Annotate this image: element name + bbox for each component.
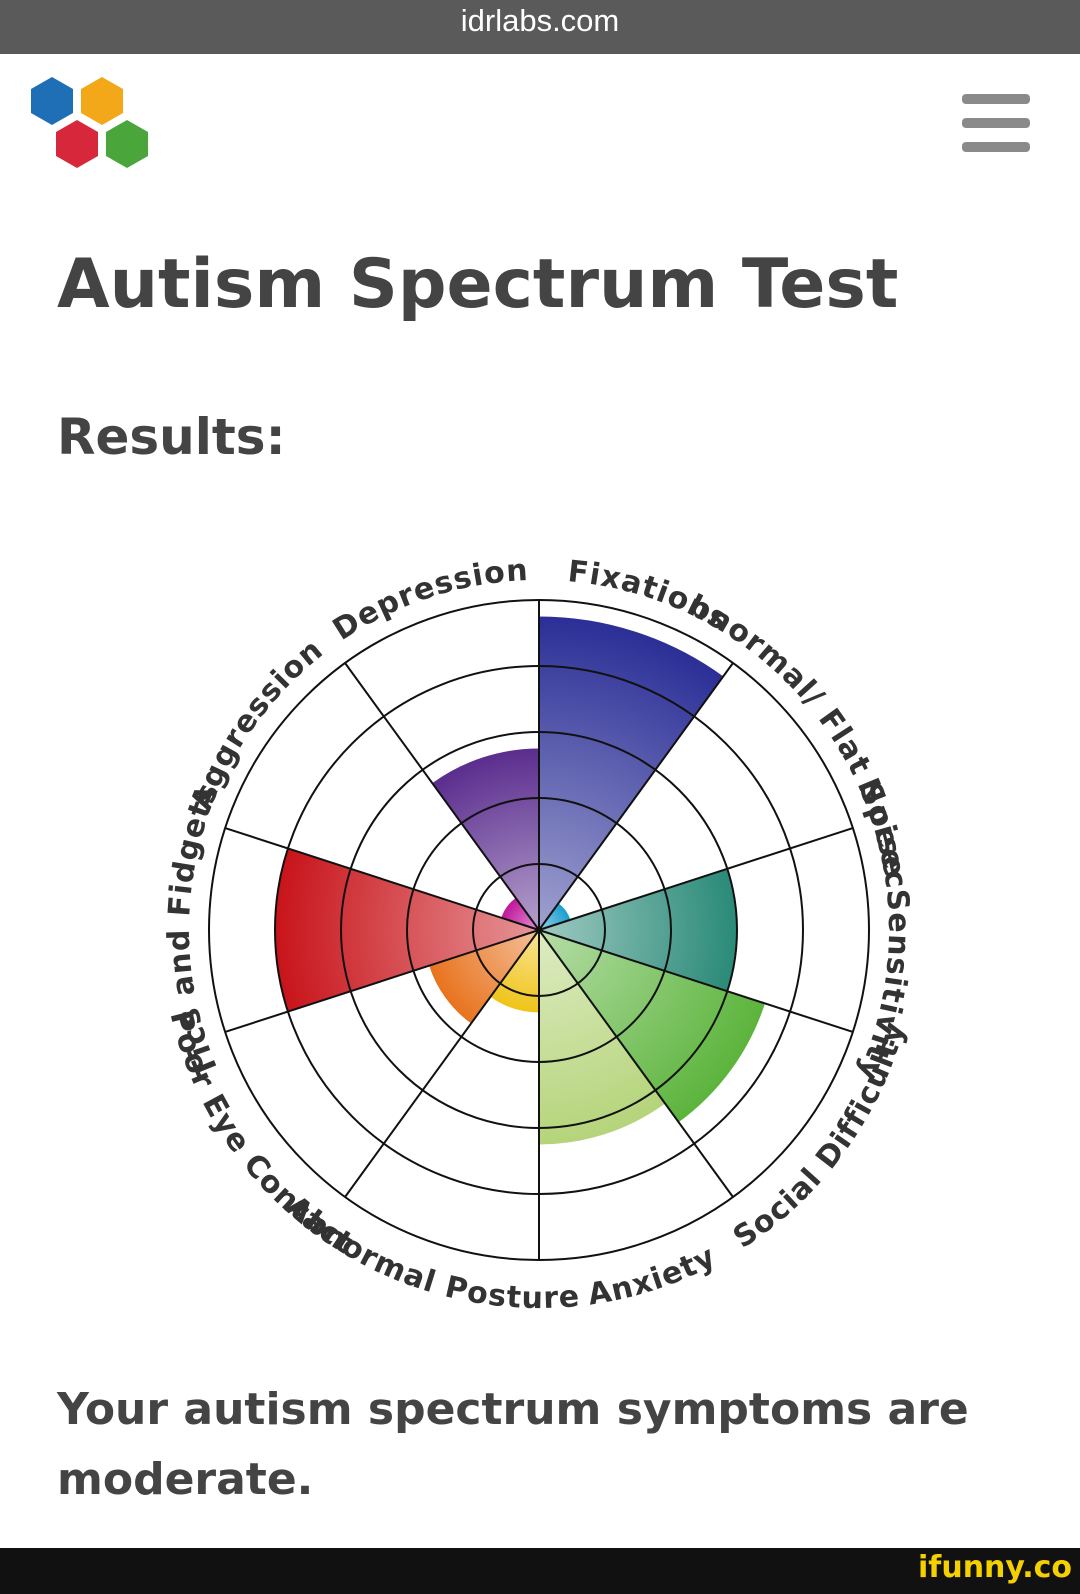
category-label: Depression	[327, 553, 530, 648]
watermark-bar: ifunny.co	[0, 1548, 1080, 1594]
category-label-path: Anxiety	[585, 1239, 720, 1313]
result-text: Your autism spectrum symptoms are modera…	[57, 1384, 969, 1505]
category-label: Social Difficulty	[727, 1017, 913, 1255]
sector	[432, 748, 539, 930]
category-label: Anxiety	[585, 1239, 721, 1313]
category-label-path: Aggression	[184, 632, 329, 815]
logo-hex	[56, 120, 98, 168]
spoke	[224, 827, 540, 931]
menu-bar	[962, 118, 1030, 128]
sector	[539, 616, 724, 930]
watermark: ifunny.co	[918, 1550, 1072, 1585]
logo[interactable]	[25, 72, 160, 177]
category-label-path: Depression	[327, 553, 529, 648]
sector	[490, 930, 539, 1013]
page-title: Autism Spectrum Test	[57, 245, 899, 324]
spoke	[344, 929, 540, 1198]
menu-button[interactable]	[962, 94, 1030, 152]
category-label-path: Abnormal/ Flat Speech	[0, 500, 913, 891]
spoke	[224, 929, 540, 1033]
logo-hex	[81, 77, 123, 125]
category-label: Aggression	[184, 632, 330, 815]
spoke	[344, 662, 540, 931]
menu-bar	[962, 142, 1030, 152]
results-heading: Results:	[57, 408, 286, 466]
spoke	[538, 929, 854, 1033]
spoke	[538, 827, 854, 931]
sector	[539, 868, 738, 992]
category-label-path: Social Difficulty	[727, 1017, 912, 1255]
spoke	[538, 662, 734, 931]
spoke	[538, 929, 734, 1198]
chart: FixationsAbnormal/ Flat SpeechNoise Sens…	[0, 500, 915, 1316]
menu-bar	[962, 94, 1030, 104]
category-label: Abnormal/ Flat Speech	[0, 500, 914, 891]
logo-hex	[106, 120, 148, 168]
sector	[539, 930, 765, 1123]
sector	[539, 930, 666, 1145]
address-bar[interactable]: idrlabs.com	[0, 0, 1080, 54]
sector	[501, 897, 539, 930]
sector	[429, 930, 539, 1024]
logo-hex	[31, 77, 73, 125]
sector	[539, 903, 571, 930]
